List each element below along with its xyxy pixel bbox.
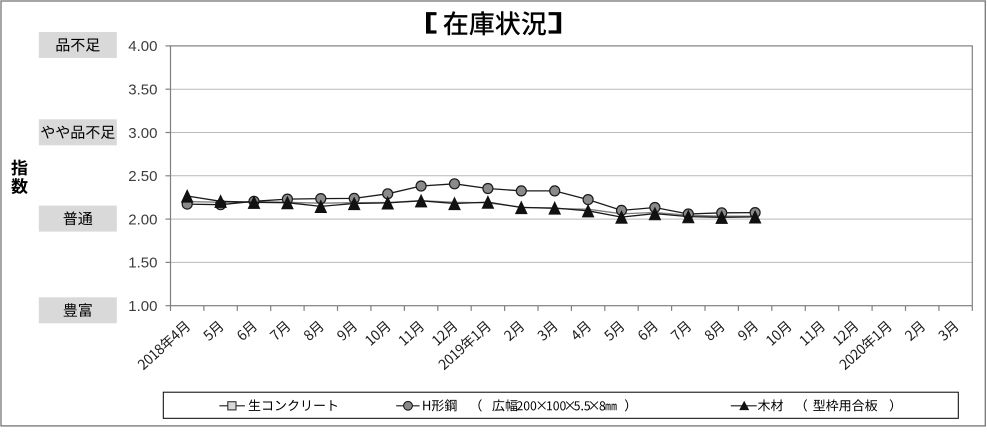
svg-text:2.50: 2.50 (128, 168, 157, 185)
svg-text:1.50: 1.50 (128, 255, 157, 272)
svg-text:1.00: 1.00 (128, 298, 157, 315)
svg-text:3.50: 3.50 (128, 82, 157, 99)
svg-text:4.00: 4.00 (128, 38, 157, 55)
svg-text:2.00: 2.00 (128, 211, 157, 228)
svg-text:3.00: 3.00 (128, 125, 157, 142)
